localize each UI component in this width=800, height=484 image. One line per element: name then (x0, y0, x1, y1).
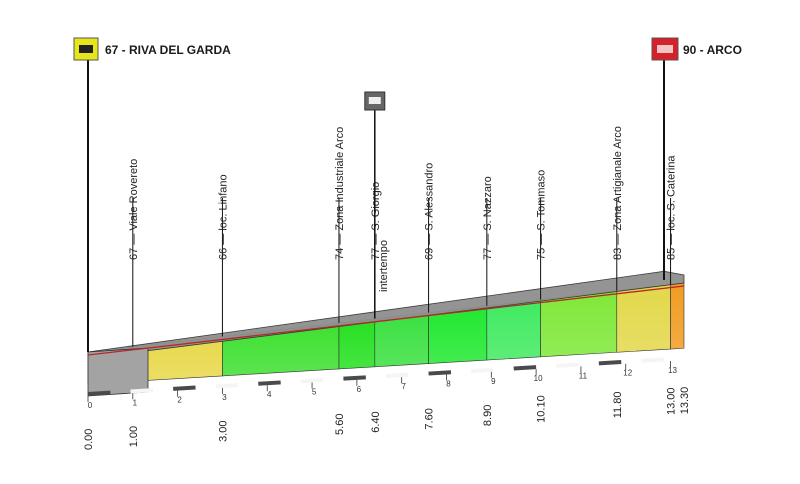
road-stripe-segment (385, 372, 409, 379)
km-ticks: 0 1 2 3 4 5 6 7 8 9 10 11 12 13 (87, 361, 678, 410)
waypoint-label: 77 — S. Nazzaro (482, 176, 494, 260)
intermediate-flag-inner (368, 97, 381, 104)
km-tick-number: 9 (491, 377, 496, 386)
km-tick-number: 13 (668, 366, 677, 375)
km-distance-label: 8.90 (482, 405, 494, 426)
km-tick-number: 12 (623, 369, 632, 378)
waypoint-label: 85 — loc. S. Caterina (666, 155, 678, 260)
km-tick-number: 3 (222, 393, 227, 402)
waypoint-label: 75 — S. Tommaso (536, 170, 548, 260)
km-distance-label: 13.00 (666, 388, 678, 416)
km-distance-label: 5.60 (334, 414, 346, 435)
road-stripe-segment (173, 385, 196, 391)
km-labels: 0.00 1.00 3.00 5.60 6.40 7.60 8.90 10.10 11.80 13… (83, 387, 691, 450)
km-tick-number: 5 (312, 388, 317, 397)
km-distance-label: 11.80 (612, 392, 624, 419)
km-tick-number: 4 (267, 390, 272, 399)
road-stripe-segment (130, 388, 154, 394)
km-tick-number: 7 (401, 382, 406, 391)
km-tick-number: 0 (88, 401, 93, 410)
km-tick-number: 11 (579, 371, 588, 380)
road-stripe-segment (513, 365, 537, 371)
road-stripe-segment (556, 362, 579, 368)
profile-top-strip (87, 270, 685, 397)
km-distance-label: 13.30 (679, 387, 691, 415)
profile-segment (616, 284, 671, 353)
profile-left-face (87, 347, 149, 397)
road-stripe-segment (258, 380, 281, 386)
waypoint-labels: 67 — Viale Rovereto 66 — loc. Linfano 74 —… (128, 126, 678, 260)
km-distance-label: 7.60 (424, 408, 436, 429)
profile-segment (338, 318, 376, 370)
waypoint-label: 67 — Viale Rovereto (128, 159, 140, 260)
km-tick-number: 6 (357, 385, 362, 394)
intermediate-marker: intertempo (364, 91, 390, 318)
road-stripe (87, 285, 685, 396)
road-stripe-segment (641, 357, 664, 363)
waypoint-label: 83 — Zona Artigianale Arco (612, 126, 624, 260)
road-stripe-segment (215, 382, 239, 389)
profile-segment (486, 299, 541, 361)
km-tick-number: 8 (446, 379, 451, 388)
waypoint-label: 69 — S. Alessandro (424, 163, 436, 260)
waypoint-label: 66 — loc. Linfano (217, 174, 229, 260)
waypoint-label: 74 — Zona Industriale Arco (334, 127, 346, 260)
km-distance-label: 3.00 (217, 421, 229, 442)
km-distance-label: 1.00 (128, 426, 140, 447)
road-stripe-segment (428, 370, 452, 376)
km-tick-number: 2 (177, 396, 182, 405)
road-stripe-segment (471, 367, 494, 374)
profile-bands (87, 282, 685, 385)
intermediate-label: intertempo (378, 240, 390, 292)
start-flag-inner (79, 45, 93, 53)
start-marker: 67 - RIVA DEL GARDA (73, 37, 231, 352)
km-distance-label: 6.40 (370, 411, 382, 432)
km-distance-label: 0.00 (83, 429, 95, 450)
finish-flag-inner (657, 45, 673, 53)
road-stripe-segment (598, 360, 622, 366)
finish-label: 90 - ARCO (683, 43, 742, 57)
km-tick-number: 1 (133, 398, 138, 407)
road-stripe-segment (300, 377, 324, 384)
waypoint-label: 77 — S. Giorgio (370, 182, 382, 260)
start-label: 67 - RIVA DEL GARDA (105, 43, 231, 57)
finish-marker: 90 - ARCO (651, 37, 742, 280)
km-tick-number: 10 (534, 374, 543, 383)
road-stripe-segment (87, 390, 111, 396)
profile-segment (670, 282, 685, 350)
road-stripe-segment (343, 375, 366, 381)
km-distance-label: 10.10 (536, 395, 548, 423)
road-line (87, 285, 685, 356)
